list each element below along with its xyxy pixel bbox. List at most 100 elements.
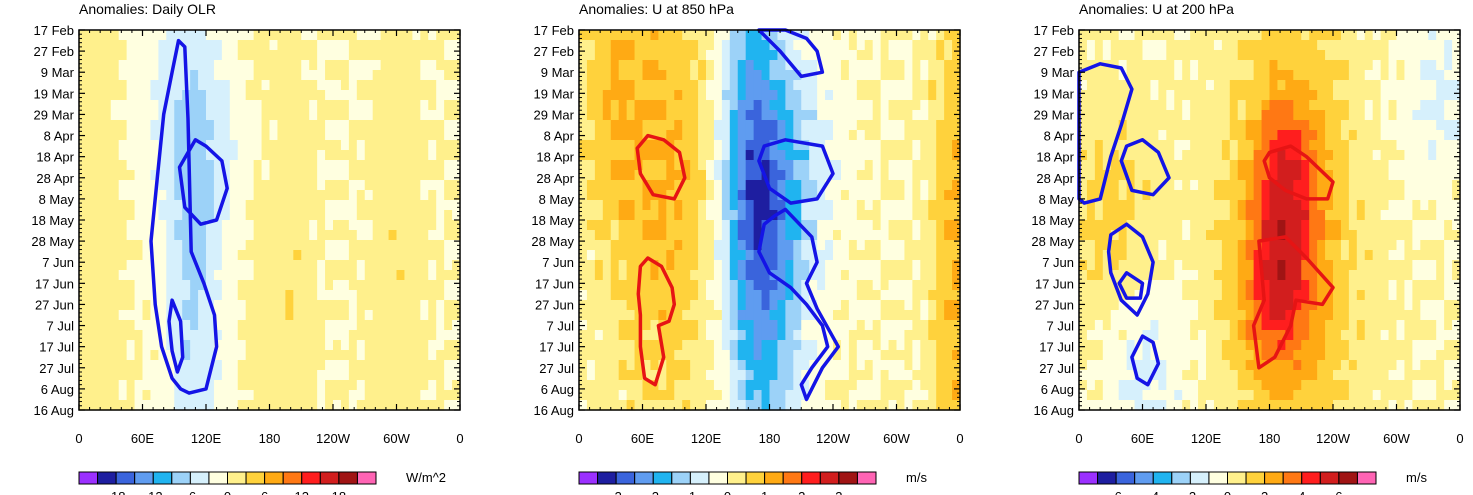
heatmap-cell (706, 160, 715, 171)
heatmap-cell (1356, 100, 1366, 111)
heatmap-cell (404, 120, 413, 131)
heatmap-cell (642, 140, 652, 151)
heatmap-cell (221, 310, 231, 321)
heatmap-cell (118, 110, 128, 121)
heatmap-cell (1190, 140, 1199, 151)
heatmap-cell (920, 150, 929, 161)
heatmap-cell (317, 90, 326, 101)
heatmap-cell (706, 350, 715, 361)
heatmap-cell (190, 30, 199, 41)
heatmap-cell (340, 80, 350, 91)
heatmap-cell (912, 170, 921, 181)
heatmap-cell (317, 140, 326, 151)
heatmap-cell (706, 180, 715, 191)
heatmap-cell (864, 120, 874, 131)
heatmap-cell (213, 310, 223, 321)
heatmap-cell (396, 250, 406, 261)
heatmap-cell (928, 50, 937, 61)
heatmap-cell (412, 140, 421, 151)
heatmap-cell (444, 380, 453, 391)
heatmap-cell (690, 300, 699, 311)
heatmap-cell (650, 150, 659, 161)
heatmap-cell (293, 240, 302, 251)
heatmap-cell (102, 30, 112, 41)
heatmap-cell (729, 180, 739, 191)
heatmap-cell (126, 90, 136, 101)
heatmap-cell (1126, 170, 1136, 181)
heatmap-cell (388, 190, 398, 201)
heatmap-cell (682, 190, 691, 201)
heatmap-cell (150, 160, 159, 171)
heatmap-cell (1356, 160, 1366, 171)
heatmap-cell (1206, 80, 1215, 91)
heatmap-cell (102, 120, 112, 131)
heatmap-cell (944, 280, 953, 291)
heatmap-cell (706, 210, 715, 221)
heatmap-cell (94, 180, 104, 191)
heatmap-cell (785, 80, 794, 91)
heatmap-cell (94, 190, 104, 201)
heatmap-cell (896, 50, 906, 61)
heatmap-cell (253, 220, 263, 231)
heatmap-cell (825, 290, 834, 301)
heatmap-cell (809, 60, 818, 71)
heatmap-cell (801, 130, 810, 141)
heatmap-cell (1428, 170, 1437, 181)
heatmap-cell (1404, 140, 1413, 151)
heatmap-cell (793, 250, 802, 261)
heatmap-cell (785, 360, 794, 371)
heatmap-cell (721, 180, 731, 191)
heatmap-cell (634, 360, 644, 371)
heatmap-cell (952, 400, 961, 411)
heatmap-cell (896, 360, 906, 371)
heatmap-cell (86, 160, 96, 171)
heatmap-cell (118, 40, 128, 51)
heatmap-cell (944, 340, 953, 351)
heatmap-cell (1420, 130, 1429, 141)
heatmap-cell (920, 370, 929, 381)
heatmap-cell (126, 60, 136, 71)
heatmap-cell (761, 110, 771, 121)
heatmap-cell (269, 290, 279, 301)
heatmap-cell (1372, 170, 1382, 181)
heatmap-cell (333, 260, 342, 271)
heatmap-cell (1309, 170, 1318, 181)
heatmap-cell (848, 140, 858, 151)
heatmap-cell (333, 400, 342, 411)
heatmap-cell (896, 60, 906, 71)
heatmap-cell (452, 180, 461, 191)
heatmap-cell (86, 340, 96, 351)
heatmap-cell (309, 260, 318, 271)
heatmap-cell (412, 130, 421, 141)
heatmap-cell (166, 90, 175, 101)
heatmap-cell (364, 180, 374, 191)
heatmap-cell (1364, 120, 1374, 131)
heatmap-cell (912, 320, 921, 331)
heatmap-cell (698, 370, 707, 381)
heatmap-cell (428, 280, 437, 291)
heatmap-cell (229, 40, 239, 51)
x-tick-label: 60E (631, 431, 654, 446)
heatmap-cell (253, 140, 263, 151)
heatmap-cell (206, 380, 215, 391)
heatmap-cell (793, 380, 802, 391)
heatmap-cell (293, 270, 302, 281)
heatmap-cell (269, 380, 279, 391)
heatmap-cell (126, 170, 136, 181)
heatmap-cell (174, 60, 183, 71)
heatmap-cell (237, 100, 247, 111)
heatmap-cell (285, 250, 294, 261)
heatmap-cell (753, 60, 763, 71)
heatmap-cell (142, 140, 152, 151)
heatmap-cell (134, 100, 144, 111)
heatmap-cell (277, 200, 286, 211)
heatmap-cell (952, 380, 961, 391)
heatmap-cell (372, 130, 382, 141)
heatmap-cell (944, 200, 953, 211)
heatmap-cell (936, 70, 945, 81)
heatmap-cell (682, 300, 691, 311)
heatmap-cell (301, 320, 310, 331)
heatmap-cell (301, 380, 310, 391)
heatmap-cell (118, 230, 128, 241)
heatmap-cell (364, 200, 374, 211)
